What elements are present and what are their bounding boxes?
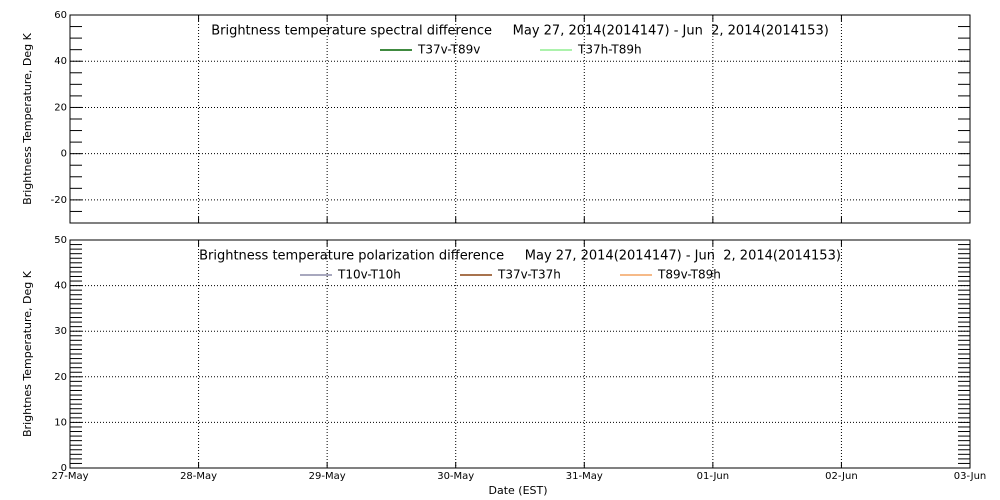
x-tick-label: 27-May <box>51 471 88 482</box>
legend-label: T37v-T89v <box>417 43 480 57</box>
chart-title: Brightness temperature spectral differen… <box>211 24 829 39</box>
legend-label: T37h-T89h <box>577 43 642 57</box>
y-tick-label: -20 <box>51 195 67 206</box>
plot-frame <box>69 14 971 224</box>
y-tick-label: 40 <box>54 281 67 292</box>
y-tick-label: 0 <box>61 463 67 474</box>
x-tick-label: 30-May <box>437 471 474 482</box>
x-tick-label: 02-Jun <box>825 471 858 482</box>
legend-label: T89v-T89h <box>657 268 721 282</box>
y-tick-label: 50 <box>54 235 67 246</box>
x-tick-label: 03-Jun <box>954 471 987 482</box>
y-tick-label: 10 <box>54 417 67 428</box>
y-tick-label: 20 <box>54 102 67 113</box>
y-tick-label: 60 <box>54 10 67 21</box>
y-axis-label: Brightnes Temperature, Deg K <box>21 270 34 437</box>
chart-title: Brightness temperature polarization diff… <box>199 249 841 264</box>
y-tick-label: 0 <box>61 149 67 160</box>
legend-label: T37v-T37h <box>497 268 561 282</box>
y-axis-label: Brightness Temperature, Deg K <box>21 32 34 204</box>
x-tick-label: 28-May <box>180 471 217 482</box>
x-tick-label: 29-May <box>309 471 346 482</box>
legend-label: T10v-T10h <box>337 268 401 282</box>
x-tick-label: 31-May <box>566 471 603 482</box>
y-tick-label: 20 <box>54 372 67 383</box>
y-tick-label: 40 <box>54 56 67 67</box>
x-tick-label: 01-Jun <box>697 471 730 482</box>
y-tick-label: 30 <box>54 326 67 337</box>
x-axis-label: Date (EST) <box>488 484 547 497</box>
